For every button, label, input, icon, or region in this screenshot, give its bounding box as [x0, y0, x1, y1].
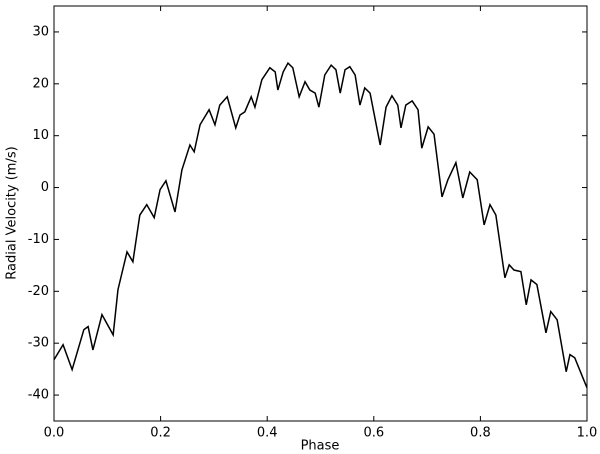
plot-frame [53, 5, 588, 422]
y-tick-label: -10 [28, 232, 49, 247]
y-tick-label: -40 [28, 388, 49, 403]
x-tick-label: 0.6 [363, 426, 384, 441]
x-axis-label: Phase [301, 439, 340, 454]
y-tick-label: 0 [41, 180, 49, 195]
x-tick-label: 0.8 [470, 426, 491, 441]
x-tick-label: 0.2 [150, 426, 171, 441]
data-line [53, 61, 588, 389]
y-axis-label: Radial Velocity (m/s) [5, 146, 20, 279]
y-tick-label: -20 [28, 284, 49, 299]
x-tick-label: 0.0 [44, 426, 65, 441]
y-tick-label: 20 [32, 76, 49, 91]
x-tick-label: 0.4 [257, 426, 278, 441]
y-tick-label: 30 [32, 24, 49, 39]
y-tick-label: -30 [28, 336, 49, 351]
y-tick-label: 10 [32, 128, 49, 143]
x-tick-label: 1.0 [577, 426, 598, 441]
